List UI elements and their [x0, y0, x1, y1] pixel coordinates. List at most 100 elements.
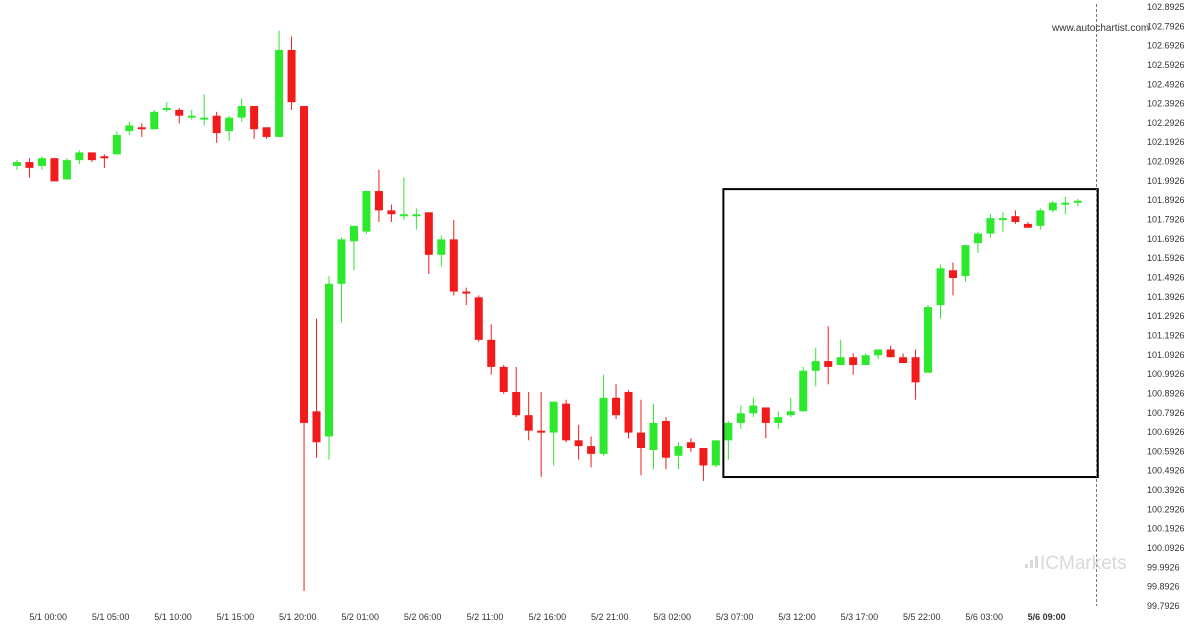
y-tick-label: 100.5926	[1147, 446, 1185, 456]
brand-suffix: Markets	[1059, 553, 1127, 574]
candle-bearish	[87, 152, 96, 161]
candle-bullish	[749, 405, 758, 414]
candle-bearish	[899, 357, 908, 364]
candle-bullish	[736, 413, 745, 423]
candle-bearish	[686, 442, 695, 449]
candle-bullish	[973, 233, 982, 244]
y-tick-label: 99.7926	[1147, 601, 1180, 611]
brand-prefix: IC	[1040, 553, 1059, 574]
candle-bearish	[250, 106, 259, 130]
x-tick-label: 5/2 01:00	[341, 612, 379, 622]
x-tick-label: 5/1 15:00	[217, 612, 255, 622]
y-tick-label: 100.4926	[1147, 466, 1185, 476]
y-axis: 102.8925 102.7926 102.6926 102.5926 102.4926…	[1147, 2, 1185, 611]
candle-bearish	[574, 440, 583, 447]
y-tick-label: 102.8925	[1147, 2, 1185, 12]
candle-bearish	[462, 291, 471, 294]
candle-bearish	[312, 411, 321, 443]
candle-bearish	[512, 392, 521, 416]
candle-bullish	[112, 135, 121, 155]
candle-bearish	[562, 403, 571, 441]
candle-bearish	[911, 357, 920, 383]
y-tick-label: 101.9926	[1147, 176, 1185, 186]
y-tick-label: 100.0926	[1147, 543, 1185, 553]
candle-bullish	[362, 191, 371, 232]
y-tick-label: 102.5926	[1147, 60, 1185, 70]
x-tick-label: 5/1 05:00	[92, 612, 130, 622]
x-tick-label: 5/2 11:00	[467, 612, 504, 622]
candle-bearish	[212, 115, 221, 134]
x-tick-label: 5/2 16:00	[529, 612, 567, 622]
candle-bullish	[599, 397, 608, 454]
candle-bullish	[874, 349, 883, 356]
x-tick-label: 5/1 20:00	[279, 612, 317, 622]
candle-bearish	[449, 239, 458, 292]
y-tick-label: 102.0926	[1147, 157, 1185, 167]
candle-bullish	[861, 355, 870, 365]
y-tick-label: 102.2926	[1147, 118, 1185, 128]
y-tick-label: 101.3926	[1147, 292, 1185, 302]
candle-bearish	[699, 448, 708, 466]
candle-bearish	[499, 366, 508, 393]
y-tick-label: 101.2926	[1147, 311, 1185, 321]
y-tick-label: 101.0926	[1147, 350, 1185, 360]
x-tick-label: 5/6 09:00	[1028, 612, 1066, 622]
candle-bullish	[724, 422, 733, 441]
x-tick-label: 5/3 12:00	[778, 612, 816, 622]
candle-bullish	[437, 239, 446, 255]
candle-bearish	[537, 430, 546, 433]
candle-bullish	[399, 214, 408, 217]
candle-bearish	[25, 162, 34, 168]
candle-bearish	[50, 158, 59, 182]
candle-bullish	[811, 361, 820, 371]
candle-bullish	[37, 158, 46, 166]
candle-bearish	[949, 270, 957, 279]
y-tick-label: 102.3926	[1147, 99, 1185, 109]
candle-bearish	[624, 392, 633, 433]
y-tick-label: 99.9926	[1147, 562, 1180, 572]
candle-bearish	[387, 210, 396, 215]
y-tick-label: 101.5926	[1147, 253, 1185, 263]
candle-bullish	[200, 117, 209, 120]
x-tick-label: 5/3 07:00	[716, 612, 754, 622]
candle-bullish	[162, 107, 171, 110]
x-tick-label: 5/1 10:00	[154, 612, 192, 622]
brand-logo: IC Markets	[1025, 553, 1127, 574]
candle-bullish	[337, 239, 346, 284]
candle-bearish	[661, 420, 670, 458]
y-tick-label: 100.8926	[1147, 388, 1185, 398]
candle-bullish	[349, 225, 358, 242]
candle-bullish	[62, 160, 71, 180]
candle-bearish	[262, 127, 271, 137]
candle-bullish	[1036, 210, 1045, 226]
candle-bullish	[1061, 202, 1070, 205]
candle-bullish	[986, 218, 995, 234]
candle-bullish	[150, 111, 159, 130]
candle-bearish	[300, 106, 309, 423]
candle-bullish	[325, 283, 333, 437]
candle-bearish	[175, 109, 184, 116]
candle-bullish	[998, 218, 1007, 221]
candle-bearish	[287, 49, 296, 103]
candle-bullish	[799, 370, 808, 412]
candle-bullish	[936, 268, 945, 306]
y-tick-label: 100.6926	[1147, 427, 1185, 437]
candle-bullish	[1048, 202, 1057, 211]
candle-bullish	[836, 357, 845, 365]
candle-bullish	[674, 446, 683, 456]
candle-bearish	[612, 397, 621, 416]
candle-bearish	[886, 349, 895, 358]
candle-bearish	[761, 407, 770, 423]
candle-bullish	[125, 125, 134, 132]
pattern-box	[722, 188, 1099, 479]
x-tick-label: 5/5 22:00	[903, 612, 941, 622]
y-tick-label: 100.7926	[1147, 408, 1185, 418]
candle-bearish	[424, 212, 433, 255]
candle-bearish	[100, 156, 109, 159]
candle-bearish	[474, 297, 483, 340]
candle-bullish	[237, 106, 246, 118]
y-tick-label: 101.6926	[1147, 234, 1185, 244]
candle-bullish	[961, 245, 970, 277]
y-tick-label: 99.8926	[1147, 582, 1180, 592]
